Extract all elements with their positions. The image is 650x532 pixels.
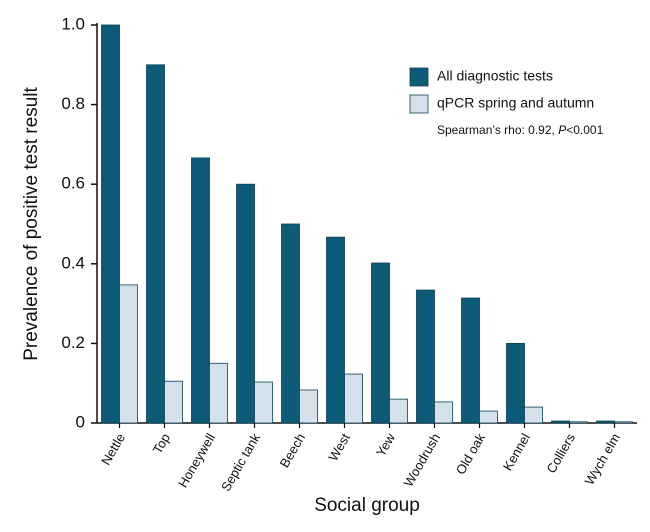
- bar: [164, 380, 183, 424]
- bar: [569, 421, 588, 424]
- legend-label: All diagnostic tests: [437, 68, 553, 84]
- x-tick-label: Wych elm: [582, 431, 623, 488]
- bar: [461, 297, 480, 424]
- x-tick-label: Nettle: [98, 431, 128, 468]
- bar: [299, 389, 318, 424]
- bar: [209, 362, 228, 424]
- y-tick-label: 0.2: [61, 333, 85, 352]
- x-tick-label: Colliers: [543, 430, 578, 475]
- x-tick-label: Woodrush: [401, 431, 443, 490]
- bar: [596, 420, 615, 424]
- x-axis-title: Social group: [314, 495, 420, 516]
- bar: [146, 64, 165, 424]
- legend-swatch: [409, 67, 429, 87]
- annotation: Spearman’s rho: 0.92, P<0.001: [437, 123, 604, 137]
- bar: [434, 401, 453, 424]
- bar: [119, 284, 138, 424]
- bar: [326, 236, 345, 424]
- bar: [371, 262, 390, 424]
- x-tick-label: Beech: [277, 431, 308, 470]
- bar: [524, 406, 543, 424]
- y-tick-label: 1.0: [61, 14, 85, 33]
- y-axis-title: Prevalence of positive test result: [21, 87, 42, 361]
- annotation-text: P: [558, 123, 566, 137]
- x-tick-label: Old oak: [453, 430, 489, 477]
- bar: [389, 398, 408, 424]
- annotation-text: Spearman’s rho: 0.92,: [437, 123, 558, 137]
- x-tick-label: West: [325, 430, 353, 463]
- bar: [479, 410, 498, 424]
- bar: [614, 421, 633, 424]
- x-tick-label: Septic tank: [218, 430, 263, 494]
- bar: [191, 157, 210, 424]
- bar: [551, 420, 570, 424]
- bar: [236, 183, 255, 424]
- y-tick-label: 0.4: [61, 253, 85, 272]
- bar: [506, 342, 525, 424]
- y-tick-label: 0.8: [61, 94, 85, 113]
- bar: [416, 289, 435, 424]
- x-tick-label: Yew: [373, 430, 398, 459]
- x-tick-label: Kennel: [500, 431, 533, 474]
- annotation-text: <0.001: [566, 123, 603, 137]
- bar: [254, 381, 273, 424]
- bar: [281, 223, 300, 424]
- legend-swatch: [409, 94, 429, 114]
- y-tick-label: 0.6: [61, 174, 85, 193]
- y-tick-label: 0: [76, 412, 85, 431]
- legend-label: qPCR spring and autumn: [437, 95, 594, 111]
- x-tick-label: Top: [150, 431, 173, 457]
- bar: [344, 373, 363, 424]
- x-tick-label: Honeywell: [175, 431, 218, 491]
- bar: [101, 24, 120, 424]
